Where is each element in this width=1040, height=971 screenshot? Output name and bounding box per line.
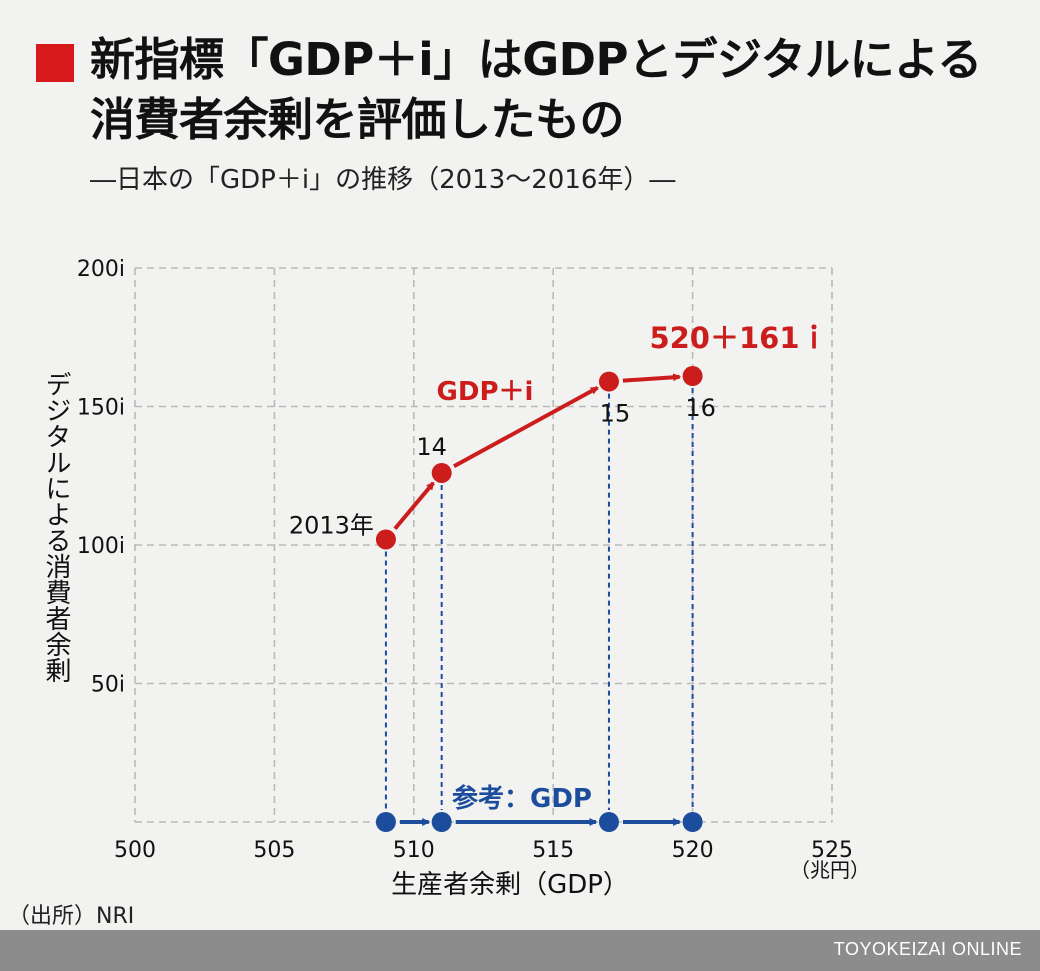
gdp-i-point bbox=[375, 529, 396, 550]
series-arrow bbox=[393, 481, 435, 531]
y-axis-title: デジタルによる消費者余剰 bbox=[41, 371, 71, 683]
x-tick-label: 505 bbox=[253, 838, 295, 863]
source-note: （出所）NRI bbox=[8, 904, 135, 929]
x-tick-label: 510 bbox=[393, 838, 435, 863]
point-label: 14 bbox=[416, 433, 447, 461]
x-axis-title: 生産者余剰（GDP） bbox=[391, 870, 629, 900]
series-arrow bbox=[453, 386, 599, 469]
chart-subtitle: ―日本の「GDP＋i」の推移（2013〜2016年）― bbox=[90, 165, 676, 195]
series-arrow bbox=[622, 373, 682, 383]
y-tick-label: 50i bbox=[91, 673, 125, 698]
point-label: 2013年 bbox=[289, 511, 374, 539]
gdp-i-point bbox=[431, 462, 452, 483]
x-tick-label: 500 bbox=[114, 838, 156, 863]
gdp-i-point bbox=[682, 366, 703, 387]
y-tick-label: 100i bbox=[77, 534, 125, 559]
axes: 500 505 510 515 520 525 50i 100i 150i 200i 生産者余剰（G… bbox=[41, 257, 870, 900]
x-tick-label: 525 bbox=[811, 838, 853, 863]
y-tick-label: 200i bbox=[77, 257, 125, 282]
x-tick-label: 520 bbox=[672, 838, 714, 863]
series-label-gdp-i: GDP＋i bbox=[437, 377, 534, 407]
footer-brand: TOYOKEIZAI ONLINE bbox=[833, 939, 1022, 959]
y-tick-label: 150i bbox=[77, 396, 125, 421]
arrows bbox=[393, 373, 682, 826]
footer-bar bbox=[0, 930, 1040, 971]
gdp-point bbox=[431, 812, 452, 832]
x-tick-label: 515 bbox=[532, 838, 574, 863]
data-labels: 2013年 14 15 16 GDP＋i 参考：GDP 520＋161ｉ bbox=[289, 321, 829, 814]
gdp-point bbox=[598, 812, 619, 832]
point-label: 16 bbox=[685, 394, 716, 422]
chart-title: 新指標「GDP＋i」はGDPとデジタルによる 消費者余剰を評価したもの bbox=[90, 33, 982, 146]
series-label-gdp: 参考：GDP bbox=[452, 783, 592, 814]
title-marker-square bbox=[36, 44, 74, 82]
drop-lines bbox=[384, 388, 694, 810]
point-label: 15 bbox=[600, 400, 631, 428]
chart-plot: 500 505 510 515 520 525 50i 100i 150i 200i 生産者余剰（G… bbox=[41, 257, 870, 900]
gdp-i-point bbox=[598, 371, 619, 392]
gdp-point bbox=[375, 812, 396, 832]
gdp-point bbox=[682, 812, 703, 832]
data-points bbox=[375, 366, 703, 832]
final-value-annotation: 520＋161ｉ bbox=[649, 321, 828, 355]
x-axis-unit: （兆円） bbox=[790, 858, 870, 882]
